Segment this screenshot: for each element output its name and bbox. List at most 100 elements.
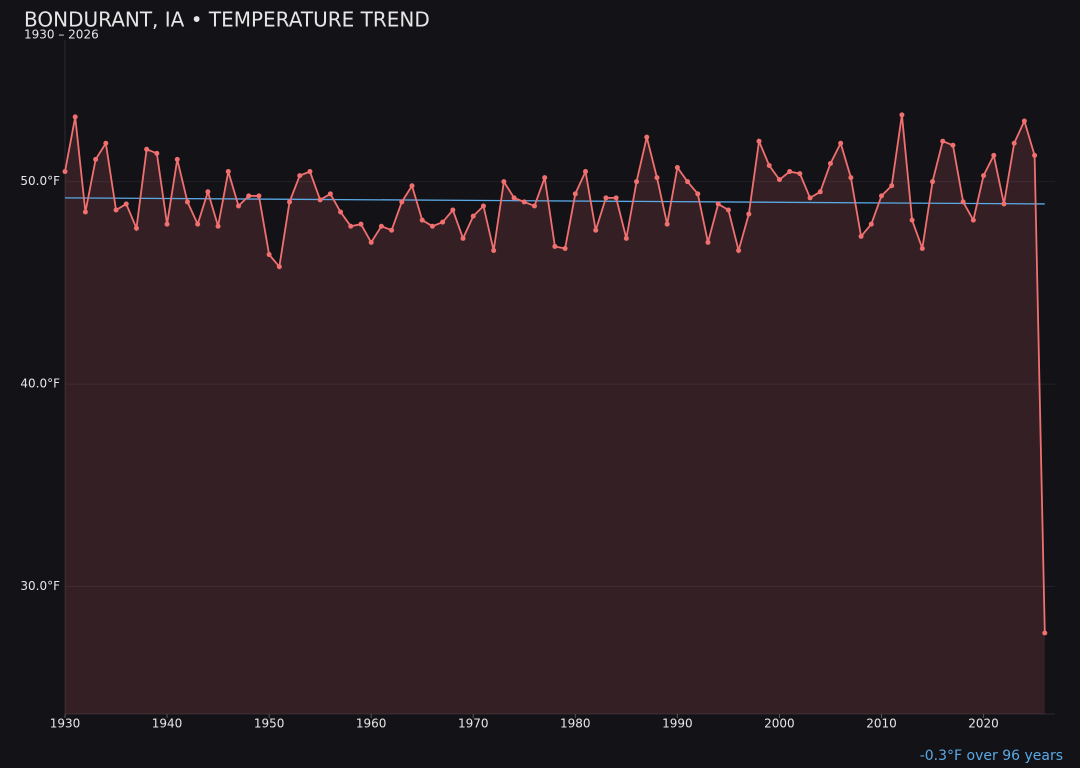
point bbox=[889, 183, 895, 189]
point bbox=[940, 138, 946, 144]
point bbox=[787, 169, 793, 175]
point bbox=[133, 225, 139, 231]
y-tick-label: 40.0°F bbox=[20, 377, 60, 391]
point bbox=[919, 245, 925, 251]
point bbox=[1042, 630, 1048, 636]
point bbox=[838, 140, 844, 146]
point bbox=[858, 233, 864, 239]
chart-title: BONDURANT, IA • TEMPERATURE TREND bbox=[24, 8, 430, 32]
point bbox=[123, 201, 129, 207]
point bbox=[603, 195, 609, 201]
point bbox=[460, 235, 466, 241]
point bbox=[266, 252, 272, 258]
point bbox=[317, 197, 323, 203]
point bbox=[542, 175, 548, 181]
point bbox=[552, 243, 558, 249]
point bbox=[1001, 201, 1007, 207]
point bbox=[276, 264, 282, 270]
point bbox=[797, 171, 803, 177]
point bbox=[807, 195, 813, 201]
x-tick-label: 1990 bbox=[662, 717, 693, 731]
point bbox=[654, 175, 660, 181]
point bbox=[634, 179, 640, 185]
point bbox=[440, 219, 446, 225]
trend-line bbox=[64, 197, 1045, 205]
point bbox=[981, 173, 987, 179]
point bbox=[878, 193, 884, 199]
point bbox=[562, 245, 568, 251]
point bbox=[930, 179, 936, 185]
point bbox=[93, 156, 99, 162]
point bbox=[511, 195, 517, 201]
point bbox=[419, 217, 425, 223]
point bbox=[1011, 140, 1017, 146]
point bbox=[583, 169, 589, 175]
point bbox=[113, 207, 119, 213]
x-tick-label: 1980 bbox=[560, 717, 591, 731]
point bbox=[848, 175, 854, 181]
point bbox=[766, 162, 772, 168]
point bbox=[287, 199, 293, 205]
y-tick-label: 30.0°F bbox=[20, 579, 60, 593]
point bbox=[572, 191, 578, 197]
point bbox=[950, 142, 956, 148]
x-tick-label: 1970 bbox=[458, 717, 489, 731]
point bbox=[236, 203, 242, 209]
point bbox=[593, 227, 599, 233]
point bbox=[327, 191, 333, 197]
point bbox=[613, 195, 619, 201]
point bbox=[256, 193, 262, 199]
x-tick-label: 2010 bbox=[866, 717, 897, 731]
x-tick-label: 1950 bbox=[254, 717, 285, 731]
point bbox=[695, 191, 701, 197]
point bbox=[307, 169, 313, 175]
point bbox=[348, 223, 354, 229]
point bbox=[480, 203, 486, 209]
point bbox=[1021, 118, 1027, 124]
point bbox=[358, 221, 364, 227]
point bbox=[144, 146, 150, 152]
chart-subtitle: 1930 – 2026 bbox=[24, 28, 99, 42]
point bbox=[644, 134, 650, 140]
point bbox=[205, 189, 211, 195]
point bbox=[960, 199, 966, 205]
point bbox=[174, 156, 180, 162]
y-tick-label: 50.0°F bbox=[20, 174, 60, 188]
point bbox=[338, 209, 344, 215]
point bbox=[450, 207, 456, 213]
point bbox=[154, 150, 160, 156]
point bbox=[991, 152, 997, 158]
point bbox=[685, 179, 691, 185]
point bbox=[899, 112, 905, 118]
point bbox=[246, 193, 252, 199]
point bbox=[225, 169, 231, 175]
x-tick-label: 1960 bbox=[356, 717, 387, 731]
point bbox=[501, 179, 507, 185]
point bbox=[195, 221, 201, 227]
point bbox=[746, 211, 752, 217]
point bbox=[409, 183, 415, 189]
point bbox=[776, 177, 782, 183]
point bbox=[725, 207, 731, 213]
point bbox=[909, 217, 915, 223]
trend-annotation: -0.3°F over 96 years bbox=[920, 748, 1063, 764]
point bbox=[817, 189, 823, 195]
area bbox=[65, 114, 1045, 714]
point bbox=[82, 209, 88, 215]
point bbox=[389, 227, 395, 233]
point bbox=[164, 221, 170, 227]
point bbox=[399, 199, 405, 205]
point bbox=[491, 247, 497, 253]
point bbox=[521, 199, 527, 205]
point bbox=[827, 160, 833, 166]
point bbox=[705, 239, 711, 245]
point bbox=[664, 221, 670, 227]
x-tick-label: 1930 bbox=[50, 717, 81, 731]
point bbox=[103, 140, 109, 146]
point bbox=[674, 165, 680, 171]
point bbox=[297, 173, 303, 179]
point bbox=[715, 201, 721, 207]
point bbox=[470, 213, 476, 219]
point bbox=[378, 223, 384, 229]
